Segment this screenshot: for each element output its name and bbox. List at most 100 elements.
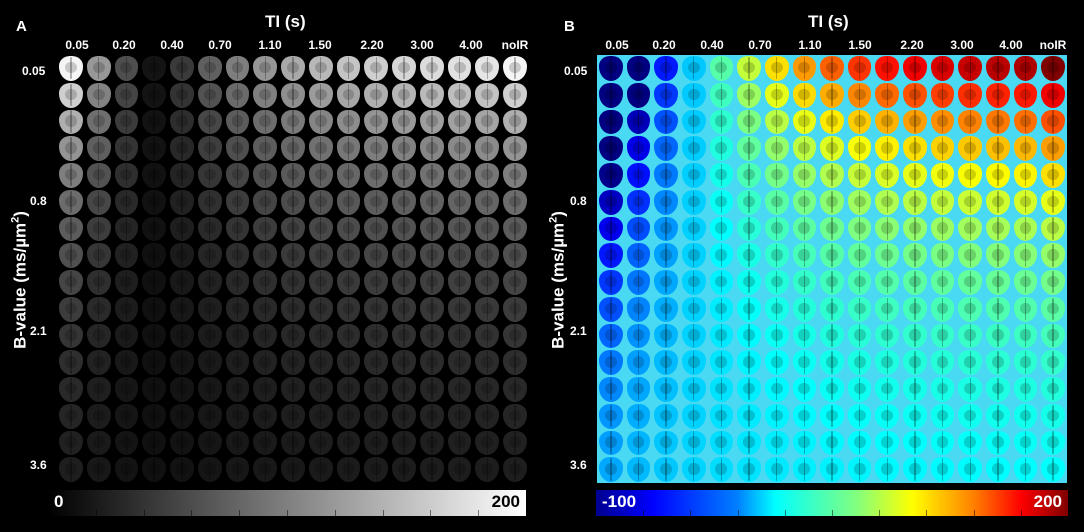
brain-slice [986, 163, 1010, 188]
brain-thumbnail [763, 189, 791, 216]
brain-thumbnail [984, 242, 1012, 269]
brain-slice [681, 109, 706, 135]
brain-slice [170, 403, 194, 429]
brain-slice [875, 377, 900, 402]
brain-thumbnail [57, 162, 85, 189]
brain-slice [197, 136, 222, 161]
brain-thumbnail [251, 323, 279, 350]
brain-slice [336, 296, 361, 322]
ti-label: 4.00 [459, 38, 483, 52]
brain-thumbnail [224, 109, 252, 136]
brain-slice [820, 82, 844, 108]
brain-slice [59, 270, 83, 295]
brain-slice [875, 350, 900, 375]
brain-thumbnail [984, 269, 1012, 296]
brain-thumbnail [446, 216, 474, 243]
brain-thumbnail [984, 109, 1012, 136]
brain-thumbnail [57, 376, 85, 403]
brain-thumbnail [1039, 430, 1067, 457]
brain-thumbnail [473, 135, 501, 162]
brain-thumbnail [791, 376, 819, 403]
brain-slice [308, 430, 333, 456]
brain-thumbnail [846, 189, 874, 216]
brain-slice [875, 457, 900, 482]
panel-b: B TI (s) 0.05 0.20 0.40 0.70 1.10 1.50 2… [542, 0, 1084, 532]
brain-thumbnail [1012, 82, 1040, 109]
brain-thumbnail [85, 216, 113, 243]
brain-thumbnail [735, 109, 763, 136]
brain-slice [142, 216, 167, 242]
brain-slice [170, 430, 194, 456]
brain-thumbnail [168, 189, 196, 216]
brain-slice [1041, 109, 1065, 135]
brain-slice [958, 350, 983, 375]
brain-thumbnail [279, 109, 307, 136]
brain-slice [475, 270, 500, 295]
brain-slice [599, 136, 623, 161]
brain-slice [847, 323, 872, 349]
brain-thumbnail [362, 242, 390, 269]
ti-labels: 0.05 0.20 0.40 0.70 1.10 1.50 2.20 3.00 … [597, 38, 1067, 54]
brain-thumbnail [1039, 296, 1067, 323]
brain-slice [364, 296, 389, 322]
brain-thumbnail [791, 403, 819, 430]
brain-thumbnail [85, 296, 113, 323]
ti-label: 0.40 [700, 38, 724, 52]
brain-thumbnail [224, 403, 252, 430]
b-value-label: 2.1 [570, 324, 587, 338]
brain-thumbnail [818, 55, 846, 82]
brain-thumbnail [956, 376, 984, 403]
brain-slice [225, 296, 250, 322]
brain-thumbnail [501, 430, 529, 457]
colorbar-tick [926, 510, 928, 516]
brain-thumbnail [57, 242, 85, 269]
brain-thumbnail [362, 269, 390, 296]
brain-slice [447, 457, 472, 482]
brain-thumbnail [168, 349, 196, 376]
brain-slice [903, 56, 927, 81]
brain-slice [1041, 350, 1065, 375]
brain-thumbnail [708, 135, 736, 162]
brain-slice [1013, 403, 1038, 429]
brain-thumbnail [597, 430, 625, 457]
brain-thumbnail [763, 349, 791, 376]
brain-slice [1013, 56, 1038, 81]
brain-thumbnail [390, 323, 418, 350]
brain-thumbnail [251, 456, 279, 483]
brain-thumbnail [140, 323, 168, 350]
brain-thumbnail [956, 403, 984, 430]
brain-thumbnail [625, 430, 653, 457]
brain-slice [419, 457, 444, 482]
brain-slice [654, 189, 678, 215]
brain-thumbnail [597, 189, 625, 216]
brain-thumbnail [791, 430, 819, 457]
brain-slice [503, 56, 527, 81]
brain-slice [1041, 270, 1065, 295]
brain-slice [253, 109, 278, 135]
brain-thumbnail [1012, 296, 1040, 323]
brain-slice [170, 457, 194, 482]
brain-thumbnail [929, 403, 957, 430]
brain-slice [364, 323, 389, 349]
brain-thumbnail [418, 403, 446, 430]
brain-slice [626, 457, 651, 482]
brain-slice [930, 457, 955, 482]
brain-thumbnail [652, 456, 680, 483]
brain-slice [225, 323, 250, 349]
brain-thumbnail [901, 242, 929, 269]
brain-slice [764, 296, 789, 322]
brain-thumbnail [390, 456, 418, 483]
brain-slice [281, 136, 305, 161]
brain-slice [253, 163, 278, 188]
brain-slice [958, 82, 983, 108]
brain-slice [364, 457, 389, 482]
brain-slice [847, 430, 872, 456]
brain-slice [875, 403, 900, 429]
brain-thumbnail [873, 430, 901, 457]
brain-thumbnail [251, 55, 279, 82]
brain-slice [1041, 163, 1065, 188]
brain-thumbnail [1012, 376, 1040, 403]
brain-thumbnail [113, 109, 141, 136]
brain-slice [86, 189, 111, 215]
brain-thumbnail [501, 269, 529, 296]
